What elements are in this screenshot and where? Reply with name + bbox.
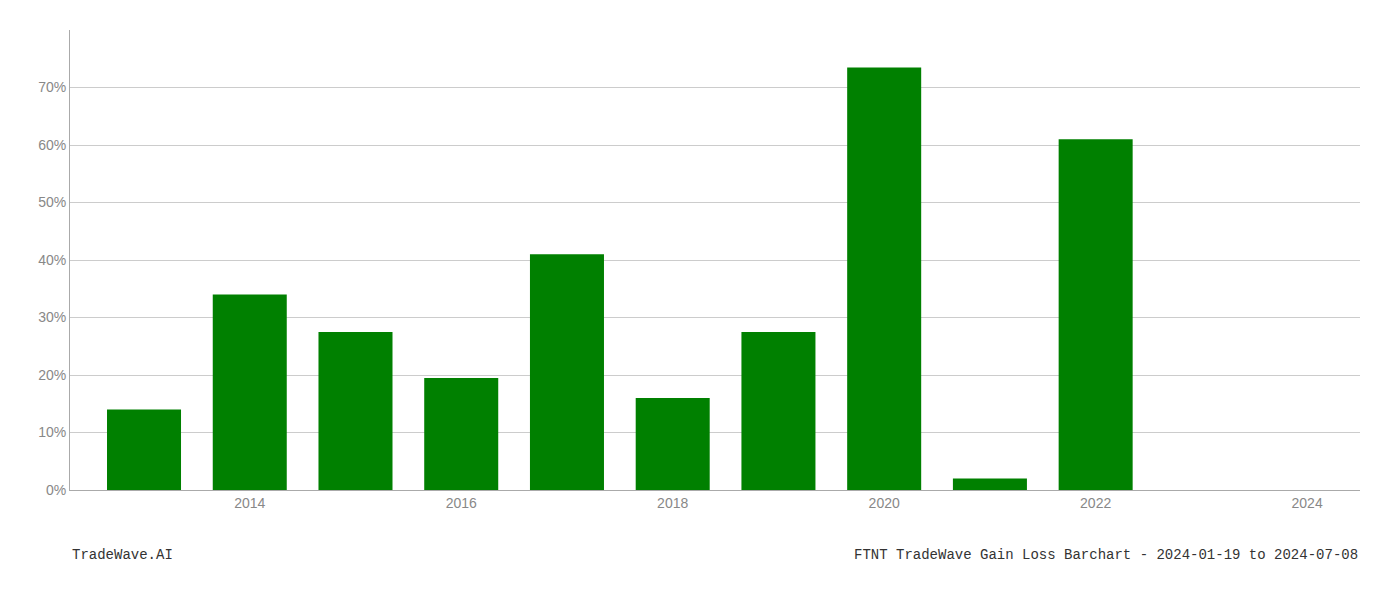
- svg-text:2022: 2022: [1080, 495, 1111, 511]
- svg-text:0%: 0%: [46, 482, 66, 498]
- svg-text:60%: 60%: [38, 137, 66, 153]
- svg-text:TradeWave.AI: TradeWave.AI: [72, 547, 173, 563]
- svg-text:2014: 2014: [234, 495, 265, 511]
- svg-text:40%: 40%: [38, 252, 66, 268]
- svg-text:2016: 2016: [446, 495, 477, 511]
- svg-text:FTNT TradeWave Gain Loss Barch: FTNT TradeWave Gain Loss Barchart - 2024…: [854, 547, 1358, 563]
- svg-text:30%: 30%: [38, 309, 66, 325]
- svg-text:10%: 10%: [38, 424, 66, 440]
- svg-text:2020: 2020: [869, 495, 900, 511]
- svg-text:70%: 70%: [38, 79, 66, 95]
- svg-text:2018: 2018: [657, 495, 688, 511]
- svg-text:50%: 50%: [38, 194, 66, 210]
- svg-text:20%: 20%: [38, 367, 66, 383]
- svg-text:2024: 2024: [1292, 495, 1323, 511]
